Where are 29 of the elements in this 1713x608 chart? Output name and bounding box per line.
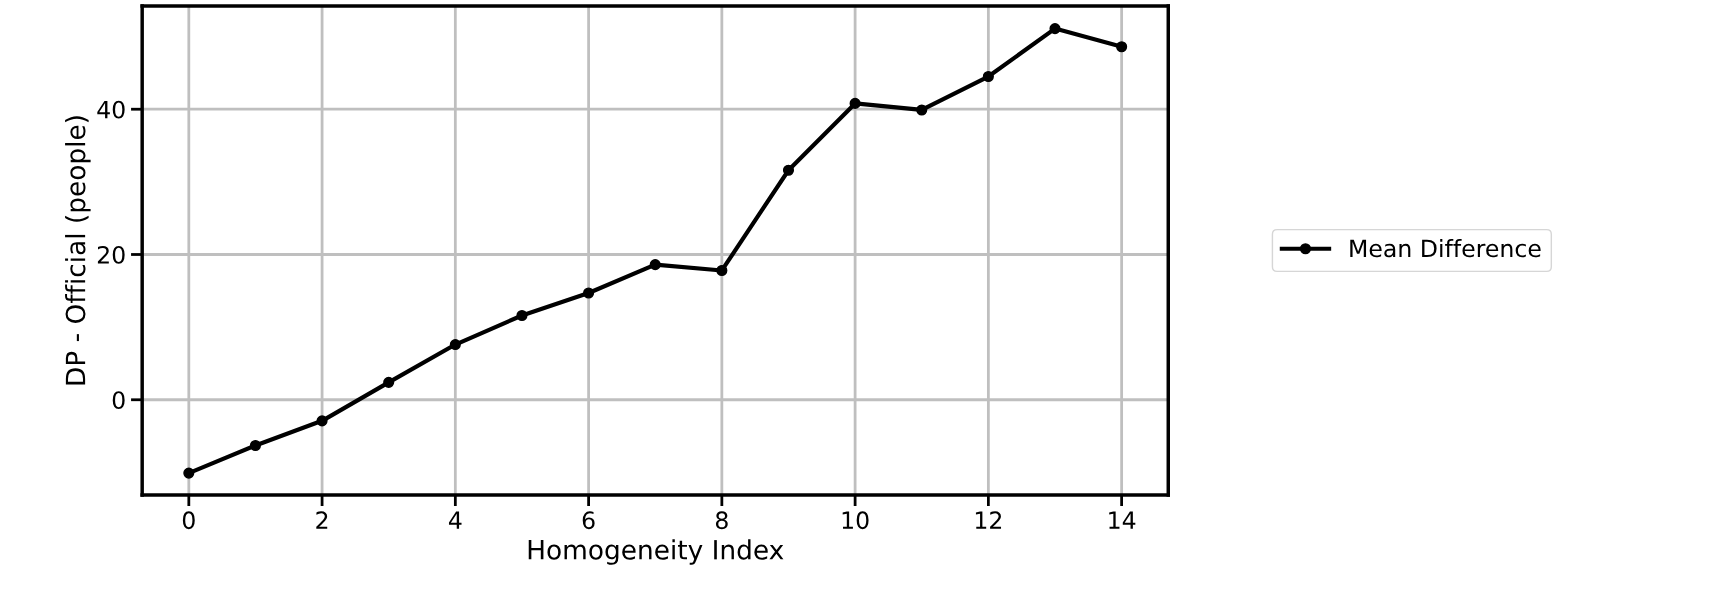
- x-tick-label: 14: [1109, 511, 1136, 529]
- x-tick-label: 6: [582, 511, 595, 530]
- point: [649, 259, 661, 271]
- legend-label: Mean Difference: [1350, 239, 1541, 258]
- point: [249, 439, 262, 452]
- point: [516, 309, 528, 322]
- y-axis-title: DP - Official (people): [65, 116, 91, 385]
- x-tick-label: 0: [182, 511, 195, 530]
- point: [716, 264, 728, 277]
- x-tick-label: 8: [715, 511, 728, 530]
- point: [449, 339, 461, 351]
- point: [383, 376, 395, 388]
- point: [916, 104, 928, 116]
- x-tick-label: 12: [975, 511, 1002, 529]
- x-tick-label: 10: [842, 511, 869, 530]
- y-tick-label: 40: [97, 100, 125, 119]
- point: [1116, 41, 1128, 53]
- x-axis-title: Homogeneity Index: [528, 539, 784, 565]
- point: [1049, 23, 1061, 35]
- y-tick-label: 20: [97, 245, 125, 264]
- point: [583, 287, 595, 299]
- point: [183, 467, 195, 479]
- point: [316, 415, 328, 427]
- point: [849, 97, 861, 109]
- x-tick-label: 4: [448, 511, 462, 529]
- point: [982, 70, 994, 83]
- x-tick-label: 2: [316, 511, 328, 529]
- point: [782, 164, 795, 176]
- y-tick-label: 0: [112, 391, 125, 410]
